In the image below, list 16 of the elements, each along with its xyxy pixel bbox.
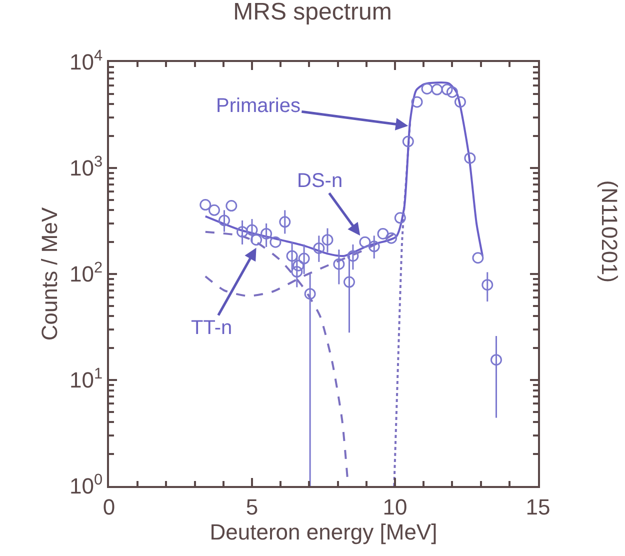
y-tick-label: 10$^{4}$ (70, 47, 104, 75)
y-axis-title: Counts / MeV (36, 207, 62, 341)
x-tick-label: 0 (102, 494, 116, 520)
y-tick-label: 10$^{3}$ (70, 153, 103, 181)
annotation: DS-n (297, 170, 343, 192)
x-axis-title: Deuteron energy [MeV] (210, 519, 438, 544)
y-tick-label: 10$^{1}$ (70, 365, 103, 393)
x-tick-label: 15 (526, 494, 550, 520)
annotation: TT-n (191, 317, 232, 339)
x-tick-label: 5 (246, 494, 258, 520)
x-tick-label: 10 (382, 494, 408, 520)
text: (N110201) (596, 180, 622, 283)
y-tick-label: 10$^{0}$ (70, 471, 103, 499)
y-tick-label: 10$^{2}$ (70, 259, 103, 287)
annotation: Primaries (216, 95, 300, 117)
chart-title: MRS spectrum (233, 0, 392, 26)
